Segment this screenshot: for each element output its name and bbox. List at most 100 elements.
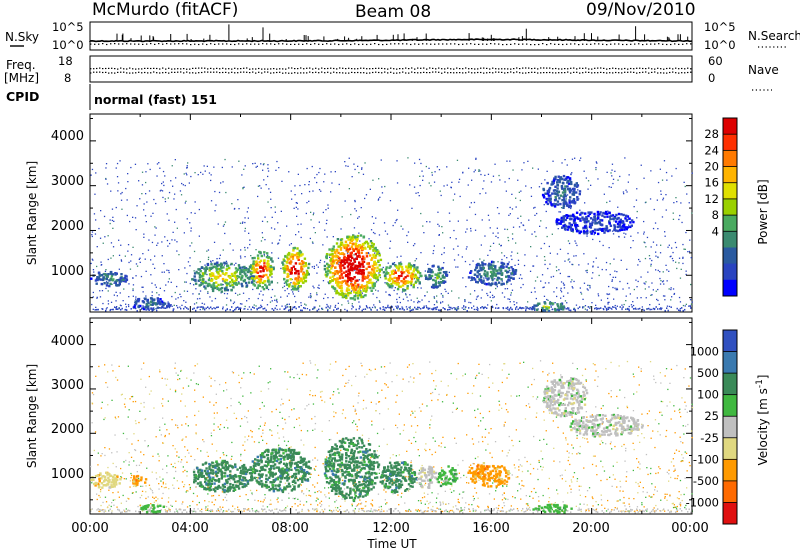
scatter-cell	[568, 275, 571, 278]
scatter-cell	[112, 227, 114, 229]
freq-point	[396, 68, 398, 70]
scatter-cell	[130, 260, 132, 262]
region-cell	[211, 272, 215, 275]
ground-cell	[288, 309, 290, 312]
region-cell	[201, 282, 204, 285]
region-cell	[377, 250, 380, 253]
scatter-cell	[381, 192, 384, 194]
region-cell	[418, 272, 422, 275]
scatter-cell	[664, 295, 666, 297]
scatter-cell	[680, 202, 682, 204]
scatter-cell	[214, 297, 217, 300]
freq-point	[690, 68, 692, 70]
region-cell	[484, 263, 487, 266]
scatter-cell	[348, 188, 350, 190]
scatter-cell	[140, 451, 142, 453]
scatter-cell	[488, 219, 490, 221]
scatter-cell	[150, 259, 152, 261]
scatter-cell	[552, 304, 554, 306]
scatter-cell	[407, 300, 409, 302]
scatter-cell	[605, 261, 608, 264]
ground-cell	[172, 309, 174, 312]
region-cell	[265, 255, 269, 259]
region-cell	[282, 258, 285, 261]
scatter-cell	[579, 209, 581, 211]
scatter-cell	[103, 215, 106, 218]
ground-cell	[295, 307, 297, 310]
region-cell	[339, 261, 343, 265]
nave-point	[636, 72, 638, 74]
scatter-cell	[182, 184, 184, 186]
region-cell	[477, 262, 480, 266]
region-cell	[354, 244, 358, 248]
freq-point	[555, 67, 557, 70]
scatter-cell	[257, 185, 260, 187]
scatter-cell	[354, 269, 356, 271]
scatter-cell	[473, 305, 475, 307]
scatter-cell	[358, 232, 360, 234]
scatter-cell	[630, 510, 632, 512]
nave-point	[246, 71, 248, 73]
scatter-cell	[110, 242, 113, 244]
scatter-cell	[120, 260, 123, 262]
scatter-cell	[487, 173, 490, 175]
scatter-cell	[501, 292, 504, 294]
scatter-cell	[239, 403, 242, 405]
freq-point	[141, 68, 143, 70]
region-cell	[624, 217, 627, 220]
region-cell	[542, 305, 545, 308]
scatter-cell	[249, 243, 251, 246]
scatter-cell	[571, 158, 574, 160]
scatter-cell	[179, 293, 181, 295]
scatter-cell	[276, 308, 278, 311]
scatter-cell	[171, 165, 173, 167]
nsearch-point	[618, 43, 620, 45]
scatter-cell	[263, 499, 265, 501]
region-cell	[340, 259, 344, 262]
region-cell	[261, 281, 265, 285]
scatter-cell	[264, 216, 266, 218]
ground-cell	[403, 309, 405, 311]
ground-cell	[456, 309, 458, 312]
region-cell	[502, 282, 505, 286]
scatter-cell	[194, 212, 196, 214]
scatter-cell	[378, 234, 381, 236]
region-cell	[616, 225, 620, 229]
scatter-cell	[479, 258, 481, 260]
scatter-cell	[223, 390, 225, 392]
freq-point	[159, 68, 161, 70]
scatter-cell	[373, 222, 375, 224]
nave-point	[279, 71, 281, 73]
region-cell	[489, 263, 493, 266]
region-cell	[234, 281, 238, 285]
scatter-cell	[586, 269, 588, 271]
nave-point	[555, 72, 557, 74]
freq-point	[114, 68, 116, 70]
scatter-cell	[269, 301, 272, 303]
nsearch-point	[394, 43, 396, 45]
scatter-cell	[183, 173, 185, 175]
region-cell	[554, 203, 557, 206]
nave-point	[114, 72, 116, 74]
nsearch-point	[118, 43, 120, 45]
region-cell	[470, 276, 473, 279]
region-cell	[545, 307, 548, 310]
scatter-cell	[246, 211, 248, 213]
scatter-cell	[587, 180, 590, 182]
scatter-cell	[521, 277, 523, 280]
scatter-cell	[333, 415, 335, 418]
freq-point	[144, 67, 146, 69]
nsearch-point	[198, 43, 200, 46]
region-cell	[226, 265, 229, 268]
region-cell	[363, 241, 367, 245]
freq-point	[378, 67, 380, 69]
nsearch-point	[366, 43, 368, 46]
scatter-cell	[265, 184, 267, 186]
scatter-cell	[172, 185, 174, 187]
scatter-cell	[688, 250, 691, 253]
region-cell	[259, 251, 262, 255]
scatter-cell	[198, 235, 200, 237]
region-cell	[352, 249, 355, 252]
ground-cell	[159, 307, 161, 309]
scatter-cell	[671, 257, 674, 260]
